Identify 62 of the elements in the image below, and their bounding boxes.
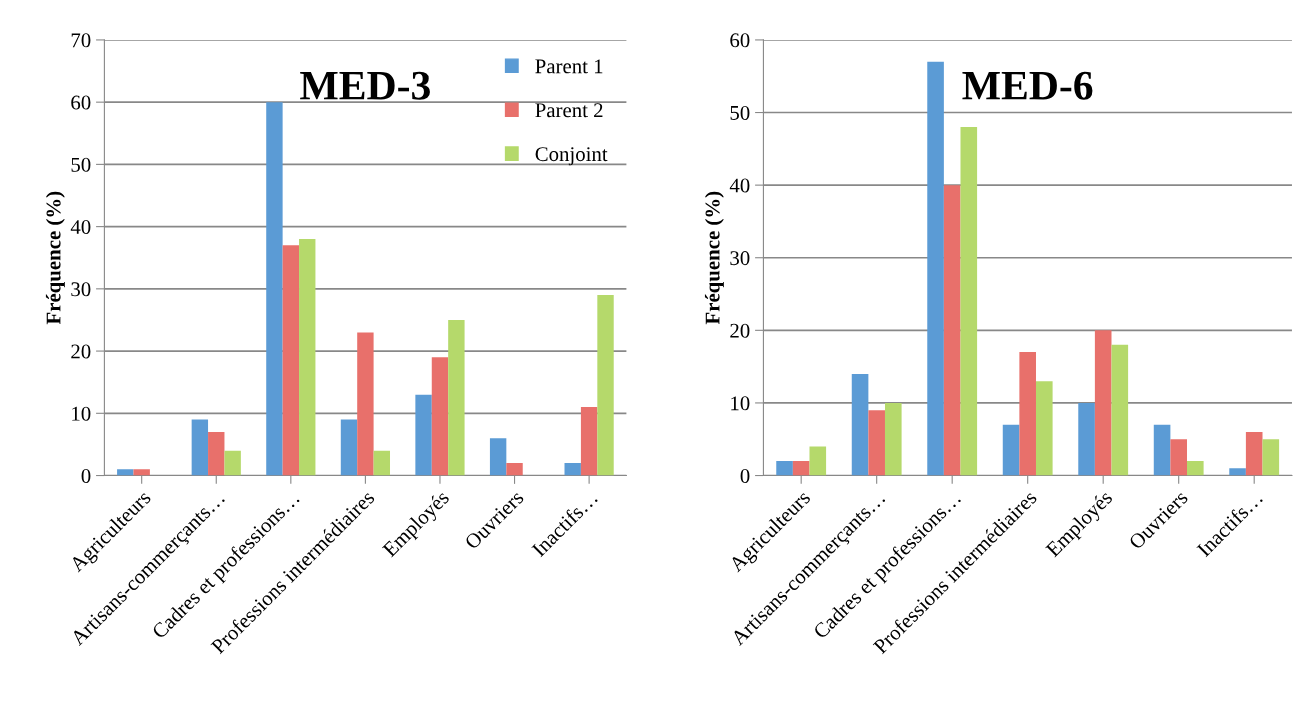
bar: [431, 357, 449, 476]
bar: [1153, 424, 1171, 476]
y-axis-title: Fréquence (%): [704, 191, 724, 325]
text: MED-3: [300, 71, 430, 100]
bar: [1035, 381, 1053, 476]
bar: [1094, 330, 1112, 476]
bar: [927, 61, 944, 476]
bar: [357, 332, 374, 476]
text: MED-6: [962, 71, 1093, 100]
y-tick-label: 50: [71, 157, 91, 172]
bar: [224, 450, 241, 476]
bar: [489, 438, 507, 476]
y-tick-label: 40: [729, 178, 750, 193]
y-tick-label: 70: [71, 33, 91, 48]
bar: [117, 469, 134, 476]
bar: [960, 127, 978, 476]
bar: [884, 402, 902, 476]
y-tick-label: 10: [731, 396, 750, 411]
bar: [792, 461, 810, 476]
bar: [776, 461, 793, 476]
bar: [851, 373, 869, 476]
y-tick-label: 20: [71, 344, 91, 359]
legend-label: Parent 2: [535, 103, 603, 118]
bar: [809, 446, 827, 476]
y-tick-label: 60: [730, 33, 750, 48]
bar: [415, 394, 432, 476]
bar: [597, 295, 614, 476]
bar: [191, 419, 209, 476]
bar: [564, 463, 581, 476]
bar: [133, 469, 150, 476]
bar: [943, 185, 961, 476]
legend-label: Parent 1: [535, 59, 603, 74]
bar: [448, 319, 465, 476]
y-tick-label: 10: [72, 406, 91, 421]
y-tick-label: 60: [71, 95, 91, 110]
bar: [1170, 439, 1187, 476]
bar: [1229, 468, 1246, 476]
y-tick-label: 0: [81, 468, 91, 483]
bar: [1002, 424, 1020, 476]
y-tick-label: 20: [730, 323, 750, 338]
bar: [1111, 344, 1129, 476]
bar: [373, 450, 391, 476]
y-axis-title: Fréquence (%): [45, 191, 65, 325]
y-tick-label: 0: [740, 468, 750, 483]
bar: [1245, 431, 1263, 476]
bar: [282, 245, 300, 476]
y-tick-label: 30: [71, 282, 91, 297]
bar: [208, 431, 225, 476]
y-tick-label: 30: [730, 251, 750, 266]
legend-label: Conjoint: [535, 147, 608, 166]
bar: [1187, 461, 1204, 476]
bar: [266, 102, 283, 476]
bar: [506, 463, 523, 476]
bar: [299, 239, 316, 476]
bar: [1019, 352, 1036, 476]
bar: [1078, 402, 1095, 476]
y-tick-label: 40: [70, 219, 91, 235]
bar: [340, 419, 358, 476]
bar: [1262, 439, 1280, 476]
bar: [868, 410, 885, 476]
y-tick-label: 50: [730, 105, 750, 120]
bar: [580, 407, 598, 476]
